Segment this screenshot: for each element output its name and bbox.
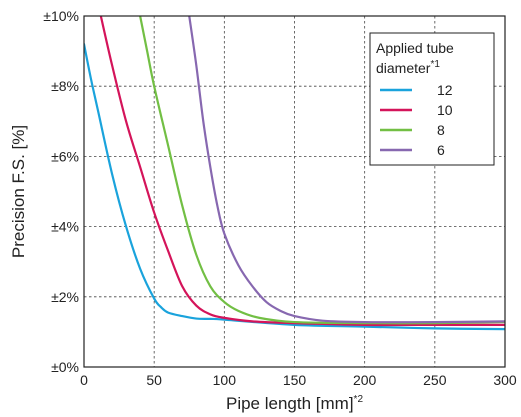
legend-box [369,32,495,166]
y-tick-label: ±6% [51,148,79,164]
y-tick-label: ±8% [51,78,79,94]
legend-label-6: 6 [437,142,445,158]
x-tick-label: 50 [146,372,162,388]
legend-title-line-2-text: diameter [376,60,431,76]
x-tick-label: 300 [493,372,517,388]
x-axis-label-note: *2 [354,394,364,405]
y-tick-label: ±4% [51,219,79,235]
y-tick-label: ±2% [51,289,79,305]
legend-title-note: *1 [430,59,440,70]
legend-title-line-1: Applied tube [376,40,454,56]
y-tick-label: ±0% [51,359,79,375]
y-axis-label: Precision F.S. [%] [9,125,28,258]
x-tick-label: 200 [353,372,377,388]
legend-label-8: 8 [437,122,445,138]
legend-items: 12 10 8 6 [380,82,453,158]
legend-title-line-2: diameter*1 [376,59,440,76]
x-axis-label-text: Pipe length [mm] [226,394,354,413]
legend-label-10: 10 [437,102,453,118]
legend: Applied tube diameter*1 12 10 8 6 [369,32,495,166]
series-line-6 [188,16,505,324]
legend-label-12: 12 [437,82,453,98]
x-tick-label: 250 [423,372,447,388]
plot-frame [83,15,506,368]
x-tick-label: 150 [283,372,307,388]
x-tick-label: 100 [213,372,237,388]
series-line-12 [84,42,505,331]
x-axis-label: Pipe length [mm]*2 [226,394,363,413]
x-tick-label: 0 [80,372,88,388]
series-line-10 [99,16,505,327]
y-tick-label: ±10% [43,8,79,24]
tick-labels: 0 50 100 150 200 250 300 ±0% ±2% ±4% ±6% ±8% ±10% [43,8,517,388]
series-layer [84,16,505,331]
